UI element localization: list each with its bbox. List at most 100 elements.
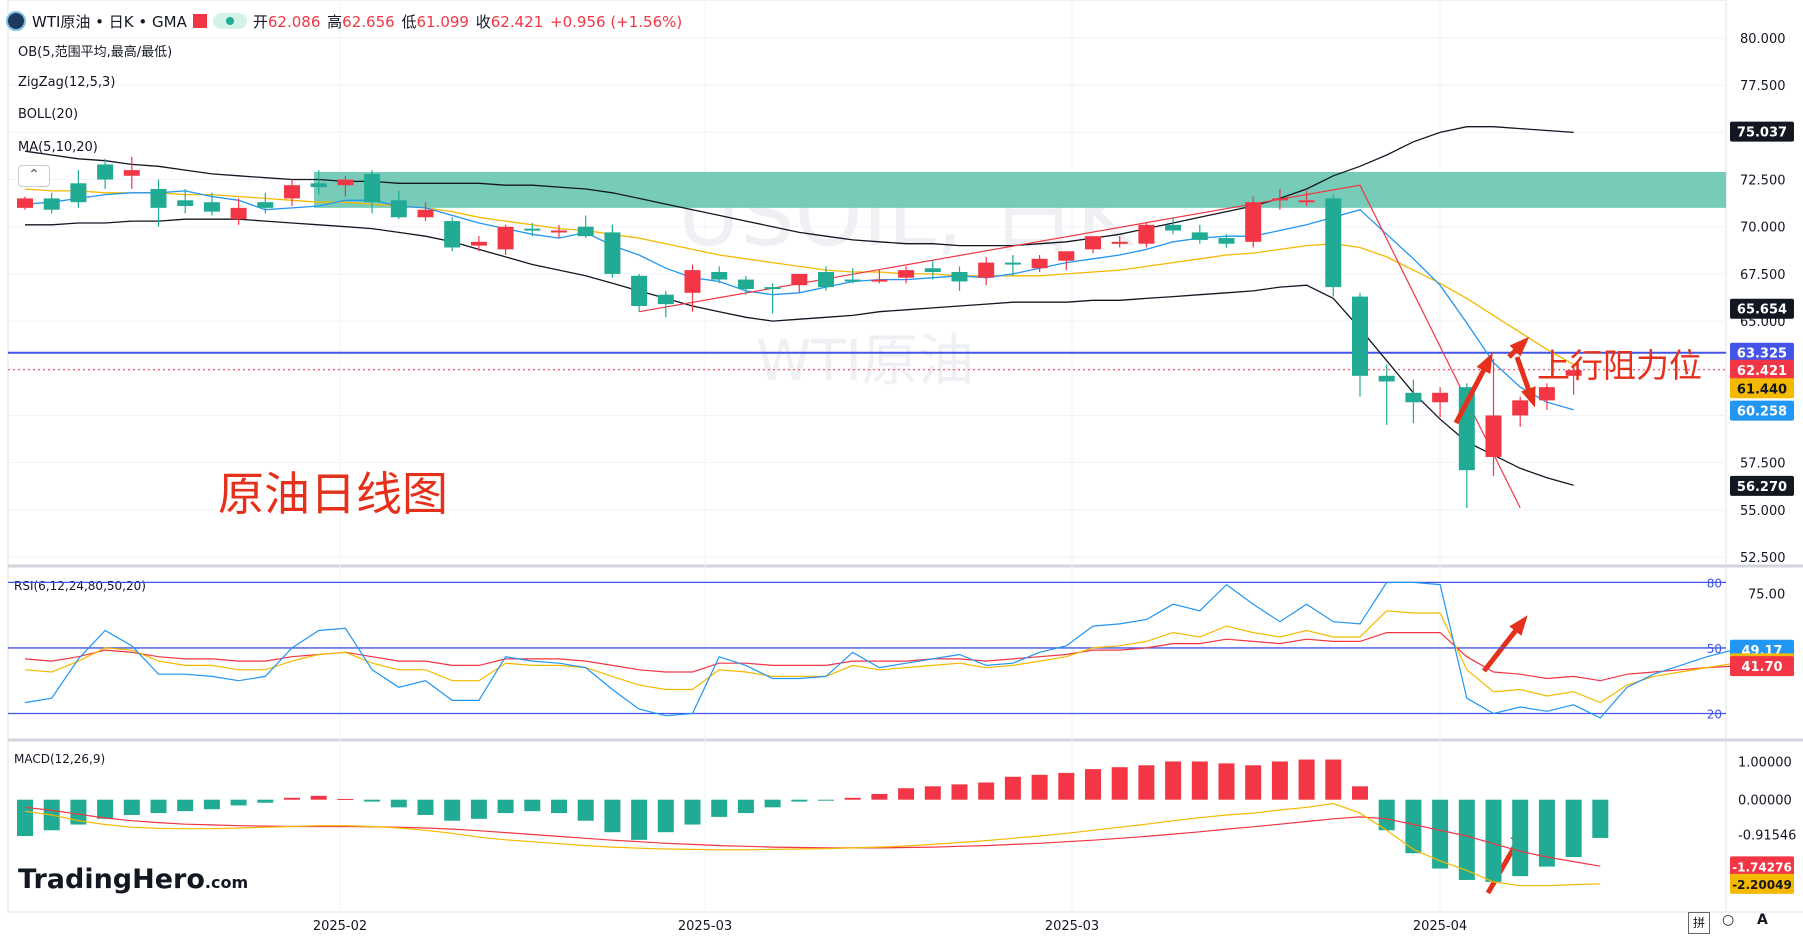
market-status-icon[interactable]: [212, 13, 247, 29]
macd-histogram-bar: [631, 799, 648, 840]
y-tick-label: 65.000: [1740, 315, 1786, 330]
indicator-ma[interactable]: MA(5,10,20): [18, 140, 98, 155]
y-tick-label: 80.000: [1740, 32, 1786, 47]
rsi-level-label: 80: [1707, 576, 1722, 590]
macd-histogram-bar: [364, 799, 381, 802]
symbol-header: WTI原油 • 日K • GMA 开62.086 高62.656 低61.099…: [6, 8, 684, 34]
price-label: 75.037: [1737, 126, 1787, 141]
macd-histogram-bar: [764, 799, 781, 808]
price-label: 65.654: [1737, 303, 1787, 318]
candle-body: [1298, 200, 1315, 203]
macd-histogram-bar: [1058, 772, 1075, 800]
candle-body: [924, 268, 941, 273]
macd-histogram-bar: [1378, 799, 1395, 831]
macd-histogram-bar: [1085, 769, 1101, 800]
macd-histogram-bar: [1432, 799, 1449, 869]
macd-histogram-bar: [417, 799, 434, 815]
macd-histogram-bar: [1191, 761, 1208, 800]
macd-histogram-bar: [1352, 786, 1368, 800]
macd-value-box: [1730, 856, 1794, 877]
up-arrow-rsi-head: [1509, 615, 1528, 636]
resistance-annotation: 上行阻力位: [1537, 346, 1702, 385]
macd-histogram-bar: [524, 799, 541, 812]
symbol-title[interactable]: WTI原油 • 日K • GMA: [32, 12, 187, 31]
macd-histogram-bar: [17, 799, 33, 837]
y-tick-label: 67.500: [1740, 268, 1786, 283]
candle-body: [1245, 202, 1262, 242]
candle-body: [1031, 258, 1048, 269]
rsi-title: RSI(6,12,24,80,50,20): [14, 579, 146, 593]
candle-body: [337, 179, 354, 186]
rsi-y-tick: 75.00: [1748, 587, 1785, 602]
macd-histogram-bar: [1245, 765, 1262, 800]
candle-body: [390, 200, 407, 218]
ma5-line: [24, 190, 1574, 411]
ma20-line: [24, 188, 1574, 366]
macd-y-tick: 0.00000: [1738, 794, 1792, 809]
macd-histogram-bar: [1298, 759, 1315, 800]
price-label-box: [1730, 298, 1794, 319]
indicator-ob[interactable]: OB(5,范围平均,最高/最低): [18, 45, 173, 60]
macd-histogram-bar: [1138, 765, 1155, 800]
macd-histogram-bar: [577, 799, 594, 821]
macd-dif-line: [24, 802, 1601, 887]
y-tick-label: 52.500: [1740, 551, 1786, 566]
crosshair-icon[interactable]: ○: [1722, 912, 1735, 928]
macd-histogram-bar: [1271, 761, 1288, 800]
candle-body: [1485, 415, 1502, 457]
indicator-boll[interactable]: BOLL(20): [18, 107, 79, 122]
macd-histogram-bar: [951, 784, 968, 800]
indicator-zigzag[interactable]: ZigZag(12,5,3): [18, 75, 116, 90]
candle-body: [444, 221, 461, 248]
macd-histogram-bar: [284, 797, 300, 800]
macd-histogram-bar: [203, 799, 220, 810]
macd-value-label: -2.20049: [1732, 878, 1792, 892]
chart-annotation-title: 原油日线图: [218, 467, 448, 521]
settings-icon[interactable]: 拼: [1688, 912, 1710, 934]
macd-y-tick: 1.00000: [1738, 755, 1792, 770]
candle-body: [177, 200, 194, 206]
macd-histogram-bar: [657, 799, 674, 833]
x-tick-label: 2025-03: [1045, 919, 1099, 934]
candle-body: [1004, 262, 1021, 265]
candle-body: [1058, 251, 1075, 261]
candle-body: [1325, 198, 1342, 288]
candle-body: [1111, 241, 1128, 244]
candle-body: [1565, 370, 1582, 376]
macd-histogram-bar: [978, 782, 995, 800]
macd-histogram-bar: [711, 799, 728, 817]
candle-body: [524, 228, 541, 231]
candle-body: [631, 275, 648, 306]
macd-histogram-bar: [898, 788, 915, 800]
candle-body: [230, 207, 247, 220]
symbol-logo-icon: [6, 11, 26, 31]
macd-histogram-bar: [70, 799, 87, 825]
price-label-box: [1730, 342, 1794, 363]
rsi12-line: [24, 610, 1734, 704]
candle-body: [951, 272, 968, 282]
macd-histogram-bar: [444, 799, 461, 821]
flag-icon: [192, 14, 207, 28]
macd-histogram-bar: [551, 799, 567, 814]
candle-body: [844, 279, 861, 282]
candle-body: [978, 262, 995, 278]
candle-body: [284, 185, 300, 199]
down-arrow-price-head: [1521, 386, 1536, 408]
candle-body: [470, 241, 487, 246]
auto-scale-button[interactable]: A: [1757, 912, 1768, 928]
macd-histogram-bar: [1031, 774, 1048, 800]
x-tick-label: 2025-02: [313, 919, 367, 934]
collapse-indicators-button[interactable]: ⌃: [18, 165, 50, 187]
candle-body: [1165, 224, 1182, 231]
rsi-value-label: 41.70: [1741, 660, 1782, 675]
candle-body: [1138, 224, 1155, 244]
macd-histogram-bar: [1538, 799, 1555, 867]
macd-y-tick: -0.91546: [1738, 829, 1796, 844]
candle-body: [1085, 236, 1101, 250]
candle-body: [871, 279, 888, 282]
candle-body: [43, 198, 60, 210]
candle-body: [1218, 238, 1235, 244]
price-label: 56.270: [1737, 480, 1787, 495]
macd-histogram-bar: [1485, 799, 1502, 882]
